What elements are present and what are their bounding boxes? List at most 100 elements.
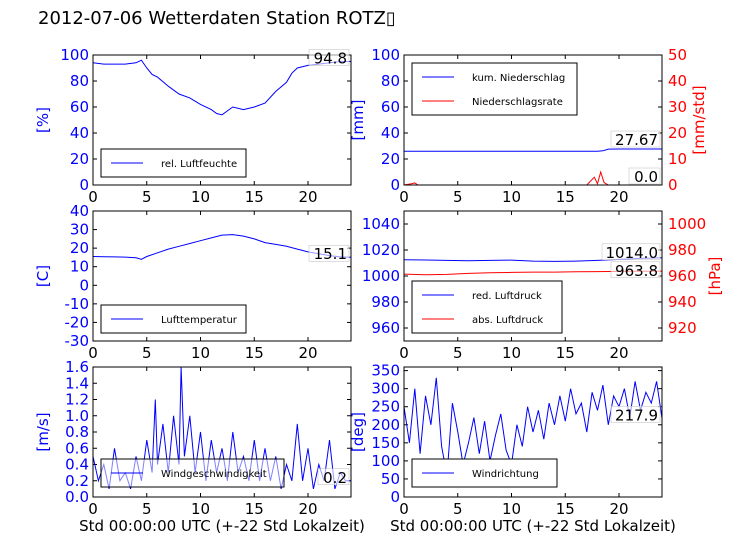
x-tick-label: 15 bbox=[245, 188, 264, 206]
y-tick-label: 250 bbox=[371, 398, 400, 416]
y-tick-label: 80 bbox=[381, 72, 400, 90]
x-tick-label: 5 bbox=[453, 188, 463, 206]
legend-label: red. Luftdruck bbox=[472, 291, 542, 302]
legend: Windgeschwindigkeit bbox=[100, 458, 285, 488]
annotation-text: 27.67 bbox=[615, 131, 658, 149]
annotation-text: 0.0 bbox=[634, 168, 658, 186]
annotation-text: 963.8 bbox=[615, 262, 658, 280]
x-tick-label: 0 bbox=[399, 500, 409, 518]
x-tick-label: 5 bbox=[142, 344, 152, 362]
y-axis-label: [C] bbox=[34, 265, 52, 287]
x-tick-label: 20 bbox=[609, 500, 628, 518]
y-tick-label: 50 bbox=[381, 470, 400, 488]
legend-label: rel. Luftfeuchte bbox=[161, 159, 237, 170]
value-annotation: 217.9 bbox=[610, 406, 661, 424]
x-tick-label: 15 bbox=[556, 188, 575, 206]
y-tick-label: 0.6 bbox=[65, 439, 89, 457]
y-tick-label: 1.4 bbox=[65, 374, 89, 392]
y-tick-label: -10 bbox=[65, 295, 90, 313]
annotation-text: 94.8 bbox=[314, 50, 347, 68]
legend-label: abs. Luftdruck bbox=[472, 315, 543, 326]
y-axis-label: [mm] bbox=[349, 100, 367, 141]
x-tick-label: 20 bbox=[609, 188, 628, 206]
legend: kum. Niederschlag Niederschlagsrate bbox=[411, 62, 578, 116]
series-line-kum-niederschlag bbox=[404, 148, 662, 152]
x-tick-label: 5 bbox=[142, 188, 152, 206]
annotation-text: 15.1 bbox=[314, 245, 347, 263]
value-annotation: 0.0 bbox=[628, 167, 661, 186]
y-tick-label: 30 bbox=[70, 221, 89, 239]
y-tick-label: -20 bbox=[65, 313, 90, 331]
y2-tick-label: 10 bbox=[668, 150, 687, 168]
x-tick-label: 5 bbox=[453, 500, 463, 518]
chart-panel-3: 0 5 10 15 20-30-20-10010203040[C]Lufttempera… bbox=[34, 202, 352, 362]
x-tick-label: 10 bbox=[502, 188, 521, 206]
y-tick-label: 0.0 bbox=[65, 488, 89, 506]
plot-frame bbox=[92, 366, 352, 498]
value-annotation: 0.2 bbox=[317, 468, 350, 487]
y-tick-label: 100 bbox=[371, 46, 400, 64]
y-tick-label: 1.6 bbox=[65, 358, 89, 376]
x-tick-label: 0 bbox=[399, 344, 409, 362]
annotation-box bbox=[610, 130, 661, 148]
value-annotation: 27.67 bbox=[610, 130, 661, 149]
x-tick-label: 0 bbox=[88, 188, 98, 206]
figure-title: 2012-07-06 Wetterdaten Station ROTZ▯ bbox=[38, 8, 396, 29]
legend: Windrichtung bbox=[411, 458, 558, 488]
legend: Lufttemperatur bbox=[100, 304, 247, 334]
x-tick-label: 5 bbox=[142, 500, 152, 518]
y2-tick-label: 30 bbox=[668, 98, 687, 116]
annotation-box bbox=[308, 49, 350, 66]
legend: rel. Luftfeuchte bbox=[100, 148, 247, 178]
legend-label: Lufttemperatur bbox=[161, 315, 238, 326]
y-tick-label: 40 bbox=[381, 124, 400, 142]
y-tick-label: 0 bbox=[390, 176, 400, 194]
x-tick-label: 10 bbox=[191, 344, 210, 362]
y-tick-label: 0.4 bbox=[65, 456, 89, 474]
x-tick-label: 10 bbox=[191, 500, 210, 518]
x-tick-label: 20 bbox=[609, 344, 628, 362]
y-axis-label: [%] bbox=[34, 107, 52, 133]
y-tick-label: 960 bbox=[371, 319, 400, 337]
y-tick-label: 300 bbox=[371, 380, 400, 398]
plot-frame bbox=[92, 210, 352, 342]
x-tick-label: 10 bbox=[191, 188, 210, 206]
y-tick-label: 0 bbox=[79, 276, 89, 294]
y-tick-label: 100 bbox=[60, 46, 89, 64]
y-tick-label: 1.0 bbox=[65, 407, 89, 425]
plot-frame bbox=[403, 366, 663, 498]
series-line-niederschlagsrate bbox=[403, 170, 662, 186]
y-tick-label: 80 bbox=[70, 72, 89, 90]
annotation-text: 0.2 bbox=[323, 469, 347, 487]
x-tick-label: 15 bbox=[245, 344, 264, 362]
y-tick-label: 60 bbox=[381, 98, 400, 116]
annotation-box bbox=[308, 244, 350, 262]
y2-tick-label: 40 bbox=[668, 72, 687, 90]
legend-label: Windrichtung bbox=[472, 469, 539, 480]
y-tick-label: 1040 bbox=[362, 215, 400, 233]
x-axis-label: Std 00:00:00 UTC (+-22 Std Lokalzeit) bbox=[79, 517, 365, 535]
series-line-rel-luftfeuchte bbox=[92, 59, 351, 116]
y-tick-label: -30 bbox=[65, 332, 90, 350]
plot-frame bbox=[403, 210, 663, 342]
x-tick-label: 0 bbox=[399, 188, 409, 206]
y-tick-label: 20 bbox=[70, 150, 89, 168]
y-tick-label: 60 bbox=[70, 98, 89, 116]
x-tick-label: 20 bbox=[298, 500, 317, 518]
y-tick-label: 100 bbox=[371, 452, 400, 470]
annotation-box bbox=[610, 406, 661, 423]
y-tick-label: 980 bbox=[371, 293, 400, 311]
plot-frame bbox=[403, 54, 663, 186]
y2-tick-label: 50 bbox=[668, 46, 687, 64]
y-axis-label: [deg] bbox=[349, 412, 367, 452]
annotation-box bbox=[317, 468, 350, 485]
y-tick-label: 40 bbox=[70, 124, 89, 142]
y2-tick-label: 1000 bbox=[668, 215, 706, 233]
value-annotation: 1014.0 bbox=[601, 243, 661, 262]
annotation-box bbox=[601, 243, 661, 261]
annotation-text: 217.9 bbox=[615, 406, 658, 424]
y-tick-label: 1.2 bbox=[65, 391, 89, 409]
x-tick-label: 0 bbox=[88, 500, 98, 518]
